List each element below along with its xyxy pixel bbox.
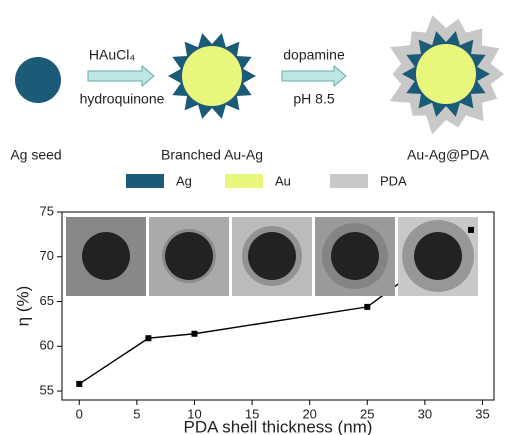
arrows <box>87 64 347 88</box>
plot-frame <box>61 211 495 401</box>
au-core <box>416 44 476 104</box>
legend-swatch <box>330 174 368 188</box>
arrow-label: pH 8.5 <box>293 91 334 107</box>
legend-label: Ag <box>176 173 192 188</box>
x-tick-label: 35 <box>475 406 489 421</box>
data-point <box>364 303 371 310</box>
tem-particle <box>165 232 213 280</box>
x-tick-label: 5 <box>133 406 140 421</box>
x-tick-label: 15 <box>245 406 259 421</box>
step-label: Au-Ag@PDA <box>407 147 490 163</box>
data-point <box>467 226 474 233</box>
data-point <box>145 335 152 342</box>
arrow <box>281 64 347 88</box>
arrow-label: hydroquinone <box>80 91 165 107</box>
legend-label: PDA <box>380 173 407 188</box>
tem-particle <box>248 232 296 280</box>
tem-particle <box>82 232 130 280</box>
arrow-label: dopamine <box>283 47 345 63</box>
y-axis-title: η (%) <box>13 286 32 327</box>
arrow <box>87 64 155 88</box>
legend-label: Au <box>275 173 291 188</box>
x-tick-label: 25 <box>360 406 374 421</box>
au-core <box>182 46 242 106</box>
step-label: Ag seed <box>10 147 61 163</box>
step-label: Branched Au-Ag <box>161 147 263 163</box>
y-tick-label: 65 <box>40 293 54 308</box>
y-tick-label: 70 <box>40 248 54 263</box>
legend-swatch <box>126 174 164 188</box>
x-tick-label: 20 <box>302 406 316 421</box>
x-tick-label: 30 <box>418 406 432 421</box>
x-axis-title: PDA shell thickness (nm) <box>184 417 373 435</box>
tem-particle <box>414 232 462 280</box>
data-point <box>76 380 83 387</box>
y-tick-label: 75 <box>40 203 54 218</box>
x-tick-label: 0 <box>76 406 83 421</box>
y-tick-label: 60 <box>40 338 54 353</box>
data-point <box>191 330 198 337</box>
y-tick-label: 55 <box>40 382 54 397</box>
x-tick-label: 10 <box>187 406 201 421</box>
tem-particle <box>331 232 379 280</box>
arrow-label: HAuCl₄ <box>89 47 135 63</box>
legend-swatch <box>225 174 263 188</box>
ag-seed-icon <box>15 57 61 103</box>
